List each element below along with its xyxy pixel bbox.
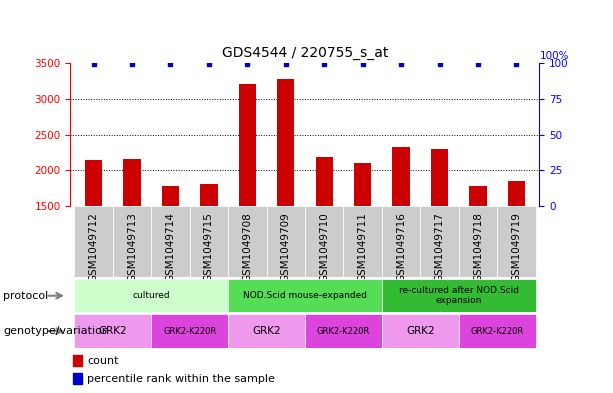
Text: GSM1049718: GSM1049718 <box>473 212 483 282</box>
Bar <box>73 373 82 384</box>
Bar <box>459 314 536 348</box>
Text: GSM1049714: GSM1049714 <box>166 212 175 282</box>
Bar <box>392 147 409 206</box>
Bar <box>305 314 382 348</box>
Bar <box>343 206 382 277</box>
Bar <box>497 206 536 277</box>
Bar <box>470 185 487 206</box>
Bar <box>277 79 294 206</box>
Bar <box>228 314 305 348</box>
Text: cultured: cultured <box>132 291 170 300</box>
Text: GSM1049711: GSM1049711 <box>357 212 368 282</box>
Text: GRK2: GRK2 <box>99 326 127 336</box>
Bar <box>151 314 228 348</box>
Text: GRK2-K220R: GRK2-K220R <box>317 327 370 336</box>
Bar <box>267 206 305 277</box>
Bar <box>151 206 189 277</box>
Text: GRK2: GRK2 <box>406 326 435 336</box>
Bar <box>113 206 151 277</box>
Text: GSM1049716: GSM1049716 <box>396 212 406 282</box>
Text: GSM1049710: GSM1049710 <box>319 212 329 282</box>
Bar <box>74 206 113 277</box>
Bar <box>305 206 343 277</box>
Bar <box>382 279 536 312</box>
Text: GSM1049709: GSM1049709 <box>281 212 291 282</box>
Title: GDS4544 / 220755_s_at: GDS4544 / 220755_s_at <box>222 46 388 61</box>
Text: GSM1049712: GSM1049712 <box>88 212 99 282</box>
Text: count: count <box>87 356 118 366</box>
Text: GRK2-K220R: GRK2-K220R <box>163 327 216 336</box>
Bar <box>162 186 179 206</box>
Bar <box>508 181 525 206</box>
Bar <box>228 279 382 312</box>
Bar <box>189 206 228 277</box>
Bar <box>123 159 140 206</box>
Text: protocol: protocol <box>3 291 48 301</box>
Bar <box>459 206 497 277</box>
Bar <box>228 206 267 277</box>
Bar <box>316 157 333 206</box>
Bar <box>421 206 459 277</box>
Bar <box>238 84 256 206</box>
Text: GSM1049708: GSM1049708 <box>242 212 253 282</box>
Text: GSM1049719: GSM1049719 <box>511 212 522 282</box>
Text: genotype/variation: genotype/variation <box>3 326 109 336</box>
Bar <box>382 206 421 277</box>
Bar <box>200 184 218 206</box>
Bar <box>431 149 448 206</box>
Text: 100%: 100% <box>539 51 569 61</box>
Bar <box>74 279 228 312</box>
Text: GRK2: GRK2 <box>252 326 281 336</box>
Bar <box>85 160 102 206</box>
Text: GSM1049713: GSM1049713 <box>127 212 137 282</box>
Bar <box>382 314 459 348</box>
Text: NOD.Scid mouse-expanded: NOD.Scid mouse-expanded <box>243 291 367 300</box>
Bar <box>73 355 82 366</box>
Text: percentile rank within the sample: percentile rank within the sample <box>87 374 275 384</box>
Bar <box>354 163 371 206</box>
Text: GSM1049715: GSM1049715 <box>204 212 214 282</box>
Bar <box>74 314 151 348</box>
Text: GSM1049717: GSM1049717 <box>435 212 444 282</box>
Text: GRK2-K220R: GRK2-K220R <box>471 327 524 336</box>
Text: re-cultured after NOD.Scid
expansion: re-cultured after NOD.Scid expansion <box>398 286 519 305</box>
